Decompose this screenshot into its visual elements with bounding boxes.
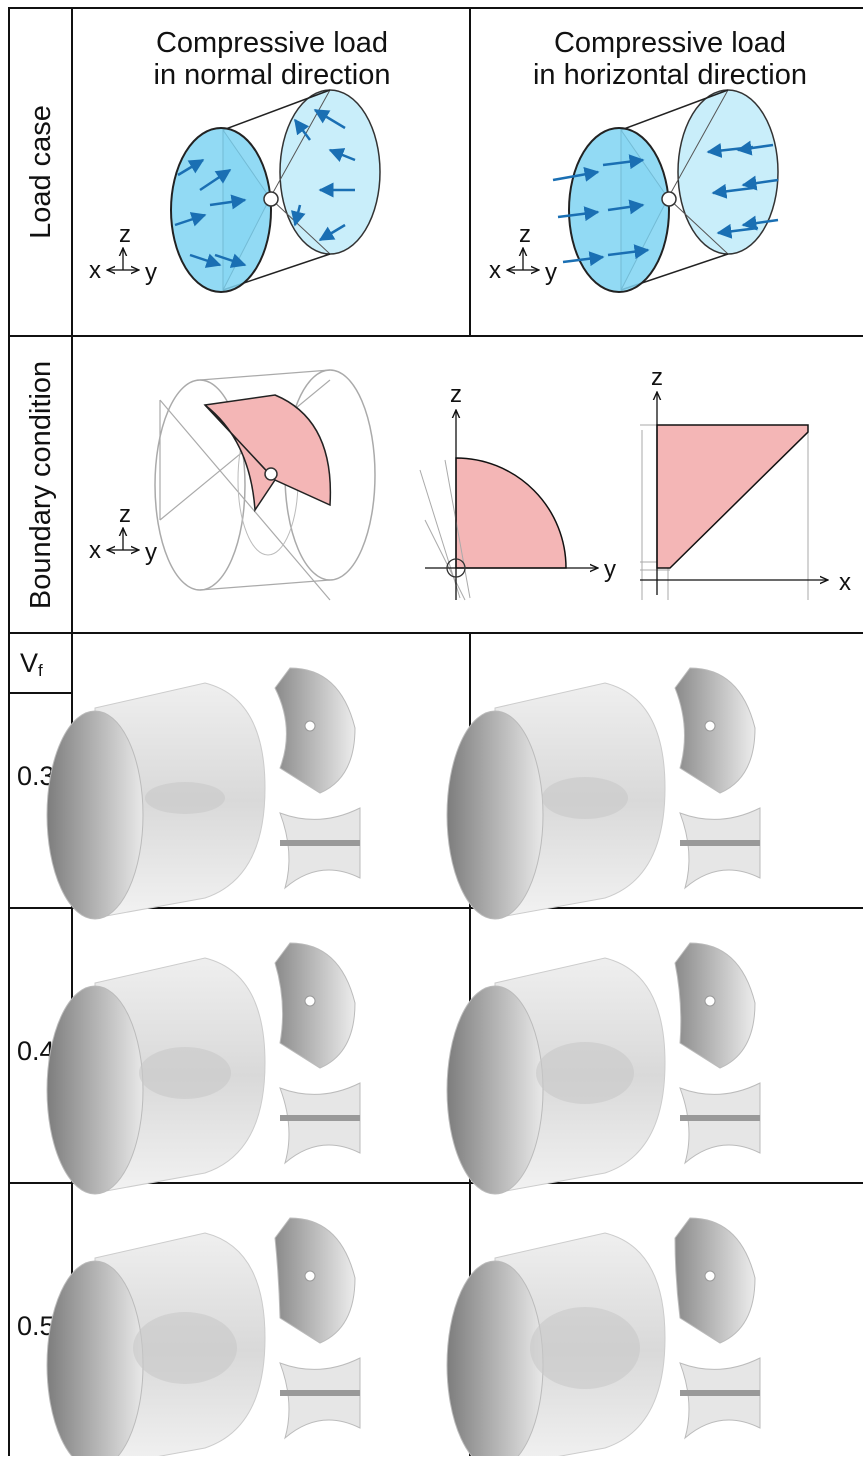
piece-hole (705, 721, 715, 731)
axis-triad: zx y (89, 501, 157, 566)
hub (265, 468, 277, 480)
piece (675, 943, 755, 1068)
rendering (447, 1218, 760, 1456)
piece-hole (705, 996, 715, 1006)
piece (275, 943, 355, 1068)
piece (280, 1083, 360, 1163)
row-label: Boundary condition (25, 361, 57, 609)
figure: Load case Boundary condition Compressive… (0, 0, 863, 1456)
column-header: Compressive load (156, 27, 388, 59)
rendering (47, 943, 360, 1194)
axis-label: y (545, 259, 557, 286)
triangle-domain (657, 425, 808, 568)
opening (47, 986, 143, 1194)
column-header: in horizontal direction (533, 59, 807, 91)
piece (280, 808, 360, 888)
axis-label: z (651, 364, 663, 391)
far-face (280, 90, 380, 254)
opening (47, 711, 143, 919)
opening (47, 1261, 143, 1456)
saddle (542, 777, 628, 819)
axis-label: z (450, 381, 462, 408)
saddle (536, 1042, 634, 1104)
axis-triad: zx y (89, 221, 157, 286)
rendering (447, 668, 760, 919)
piece (675, 1218, 755, 1343)
piece (680, 1083, 760, 1163)
quarter-domain (456, 458, 566, 568)
piece (280, 1358, 360, 1438)
wire (200, 580, 330, 590)
axis-label: x (89, 257, 101, 284)
axis-label: x (489, 257, 501, 284)
piece (275, 668, 355, 793)
rendering (447, 943, 760, 1194)
saddle (133, 1312, 237, 1384)
opening (447, 986, 543, 1194)
far-face (678, 90, 778, 254)
load-cylinder (553, 90, 778, 292)
axis-label: x (89, 537, 101, 564)
opening (447, 711, 543, 919)
wire (200, 370, 330, 380)
piece-hole (305, 996, 315, 1006)
saddle (145, 782, 225, 814)
boundary-condition: z y z x (155, 364, 851, 600)
piece (680, 1358, 760, 1438)
saddle (530, 1307, 640, 1389)
saddle (139, 1047, 231, 1099)
column-header: Compressive load (554, 27, 786, 59)
vf-header: Vf (20, 648, 43, 680)
piece-hole (305, 1271, 315, 1281)
axis-label: z (119, 501, 131, 528)
opening (447, 1261, 543, 1456)
piece (675, 668, 755, 793)
axis-label: y (604, 556, 616, 583)
axis-label: x (839, 569, 851, 596)
hub (662, 192, 676, 206)
piece-hole (705, 1271, 715, 1281)
row-label: Load case (25, 105, 57, 239)
hub (264, 192, 278, 206)
load-cylinder (171, 90, 380, 292)
near-face (171, 128, 271, 292)
column-header: in normal direction (154, 59, 391, 91)
piece (275, 1218, 355, 1343)
vf-symbol: V (20, 648, 38, 678)
vf-subscript: f (38, 661, 43, 680)
rendering (47, 1218, 360, 1456)
axis-label: y (145, 259, 157, 286)
piece-hole (305, 721, 315, 731)
rendering (47, 668, 360, 919)
axis-label: z (519, 221, 531, 248)
piece (680, 808, 760, 888)
near-face (569, 128, 669, 292)
axis-label: y (145, 539, 157, 566)
axis-triad: zx y (489, 221, 557, 286)
axis-label: z (119, 221, 131, 248)
